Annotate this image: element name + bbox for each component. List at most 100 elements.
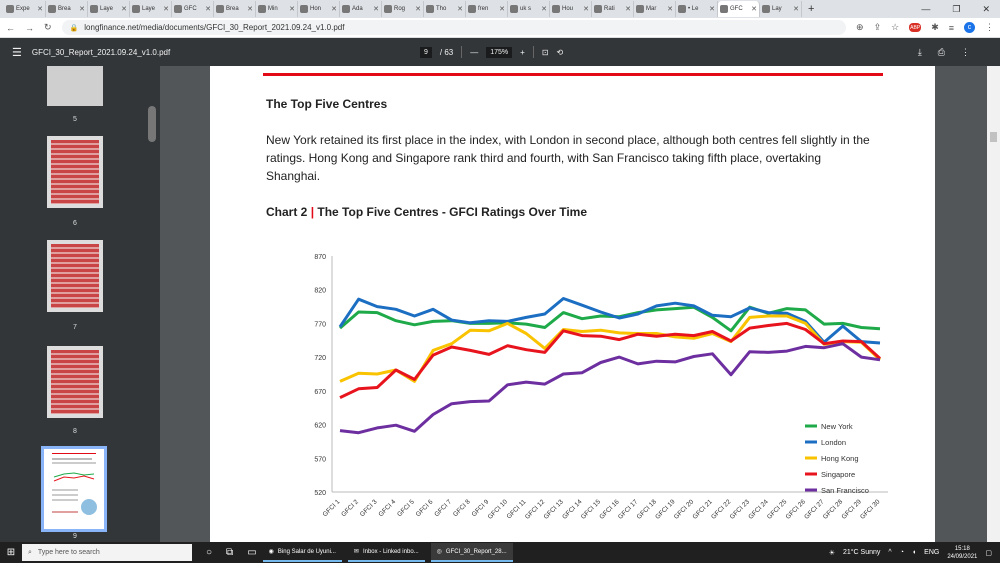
extensions-puzzle-icon[interactable]: ✱ <box>931 22 939 32</box>
tab-close-icon[interactable]: ✕ <box>163 6 169 13</box>
volume-icon[interactable]: ◖ <box>911 549 917 556</box>
tab-close-icon[interactable]: ✕ <box>457 6 463 13</box>
browser-tab[interactable]: Lay ✕ <box>760 1 802 17</box>
more-options-icon[interactable]: ⋮ <box>961 46 970 57</box>
taskbar-app-edge[interactable]: ◉ Bing Salar de Uyuni... <box>262 543 342 562</box>
restore-icon[interactable]: ❐ <box>952 3 961 14</box>
tab-close-icon[interactable]: ✕ <box>121 6 127 13</box>
weather-text[interactable]: 21°C Sunny <box>842 549 881 556</box>
zoom-level-input[interactable]: 175% <box>486 46 513 58</box>
tab-close-icon[interactable]: ✕ <box>667 6 673 13</box>
browser-tab[interactable]: Tho ✕ <box>424 1 466 17</box>
task-view-icon[interactable]: ⧉ <box>226 547 234 558</box>
new-tab-button[interactable]: + <box>808 3 815 15</box>
reload-icon[interactable]: ↻ <box>44 22 52 32</box>
tab-favicon-icon <box>174 5 182 13</box>
sidebar-scrollbar[interactable] <box>148 106 156 142</box>
browser-tab[interactable]: Hou ✕ <box>550 1 592 17</box>
taskbar-search[interactable]: ⌕ Type here to search <box>22 544 192 561</box>
bookmark-star-icon[interactable]: ☆ <box>891 22 900 32</box>
tab-close-icon[interactable]: ✕ <box>793 6 799 13</box>
network-icon[interactable]: ◔ <box>899 549 904 556</box>
x-tick-label: GFCI 30 <box>859 498 882 521</box>
browser-tab[interactable]: Hon ✕ <box>298 1 340 17</box>
tab-close-icon[interactable]: ✕ <box>499 6 505 13</box>
zoom-icon[interactable]: ⊕ <box>856 22 864 32</box>
print-icon[interactable]: ⎙ <box>937 46 945 57</box>
browser-tab[interactable]: Min ✕ <box>256 1 298 17</box>
browser-tab[interactable]: Brea ✕ <box>214 1 256 17</box>
tab-close-icon[interactable]: ✕ <box>583 6 589 13</box>
tab-favicon-icon <box>678 5 686 13</box>
document-scrollbar-thumb[interactable] <box>990 132 997 142</box>
taskbar-app-chrome[interactable]: ◎ GFCI_30_Report_28... <box>430 543 513 562</box>
tab-close-icon[interactable]: ✕ <box>247 6 253 13</box>
notifications-icon[interactable]: ▢ <box>985 549 992 557</box>
browser-tab[interactable]: Rog ✕ <box>382 1 424 17</box>
page-thumbnail-label: 8 <box>73 428 77 435</box>
tab-close-icon[interactable]: ✕ <box>331 6 337 13</box>
browser-tab[interactable]: Expe ✕ <box>4 1 46 17</box>
legend-label: San Francisco <box>821 486 869 495</box>
browser-tab[interactable]: fren ✕ <box>466 1 508 17</box>
language-indicator[interactable]: ENG <box>924 549 940 556</box>
browser-tab[interactable]: Brea ✕ <box>46 1 88 17</box>
taskbar-app-outlook[interactable]: ✉ Inbox - Linked inbo... <box>347 543 425 562</box>
page-thumbnail-9-selected[interactable] <box>41 446 107 532</box>
document-scrollbar[interactable] <box>987 66 1000 542</box>
y-tick-label: 670 <box>314 389 326 396</box>
page-thumbnail-7[interactable] <box>47 240 103 312</box>
page-thumbnail-8[interactable] <box>47 346 103 418</box>
browser-tab[interactable]: Ada ✕ <box>340 1 382 17</box>
browser-tab[interactable]: Rati ✕ <box>592 1 634 17</box>
adblock-extension-icon[interactable]: ABP <box>909 23 922 32</box>
tab-close-icon[interactable]: ✕ <box>751 6 757 13</box>
rotate-icon[interactable]: ⟲ <box>556 47 564 57</box>
tab-favicon-icon <box>636 5 644 13</box>
tab-close-icon[interactable]: ✕ <box>541 6 547 13</box>
tab-close-icon[interactable]: ✕ <box>709 6 715 13</box>
edge-icon: ◉ <box>268 549 274 555</box>
fit-page-icon[interactable]: ⊡ <box>541 47 549 57</box>
chart-title-text: The Top Five Centres - GFCI Ratings Over… <box>317 205 587 219</box>
forward-icon[interactable]: → <box>25 22 34 33</box>
browser-tab[interactable]: GFC ✕ <box>718 1 760 17</box>
y-tick-label: 870 <box>314 254 326 261</box>
back-icon[interactable]: ← <box>6 22 15 33</box>
browser-tab[interactable]: uk s ✕ <box>508 1 550 17</box>
share-icon[interactable]: ⇪ <box>873 22 882 32</box>
page-thumbnail-6[interactable] <box>47 136 103 208</box>
page-number-input[interactable]: 9 <box>420 46 432 58</box>
address-bar: ← → ↻ 🔒 longfinance.net/media/documents/… <box>0 18 1000 38</box>
tray-chevron-icon[interactable]: ^ <box>888 549 892 556</box>
minimize-icon[interactable]: — <box>921 4 931 14</box>
close-window-icon[interactable]: ✕ <box>982 3 990 14</box>
browser-tab[interactable]: Laye ✕ <box>130 1 172 17</box>
browser-menu-icon[interactable]: ⋮ <box>985 22 994 32</box>
windows-start-icon[interactable]: ⊞ <box>6 547 16 558</box>
cortana-icon[interactable]: ○ <box>206 547 213 558</box>
hamburger-menu-icon[interactable]: ☰ <box>12 46 22 59</box>
tab-close-icon[interactable]: ✕ <box>205 6 211 13</box>
reading-list-icon[interactable]: ≡ <box>948 22 954 33</box>
browser-tab[interactable]: • Le ✕ <box>676 1 718 17</box>
file-explorer-icon[interactable]: ▭ <box>247 547 257 558</box>
zoom-out-button[interactable]: — <box>470 47 479 57</box>
browser-tab[interactable]: Laye ✕ <box>88 1 130 17</box>
page-thumbnail-5[interactable] <box>47 66 103 106</box>
tab-close-icon[interactable]: ✕ <box>79 6 85 13</box>
tab-close-icon[interactable]: ✕ <box>37 6 43 13</box>
profile-avatar[interactable]: c <box>964 22 975 33</box>
tab-close-icon[interactable]: ✕ <box>289 6 295 13</box>
url-field[interactable]: 🔒 longfinance.net/media/documents/GFCI_3… <box>61 20 847 35</box>
system-tray: ☀ 21°C Sunny ^ ◔ ◖ ENG 15:18 24/09/2021 … <box>829 545 992 561</box>
download-icon[interactable]: ⤓ <box>917 46 922 57</box>
tab-close-icon[interactable]: ✕ <box>373 6 379 13</box>
browser-tab[interactable]: GFC ✕ <box>172 1 214 17</box>
clock[interactable]: 15:18 24/09/2021 <box>947 545 977 561</box>
tab-close-icon[interactable]: ✕ <box>415 6 421 13</box>
tab-close-icon[interactable]: ✕ <box>625 6 631 13</box>
browser-tab[interactable]: Mar ✕ <box>634 1 676 17</box>
zoom-in-button[interactable]: + <box>520 47 525 57</box>
series-line-singapore <box>339 321 882 399</box>
